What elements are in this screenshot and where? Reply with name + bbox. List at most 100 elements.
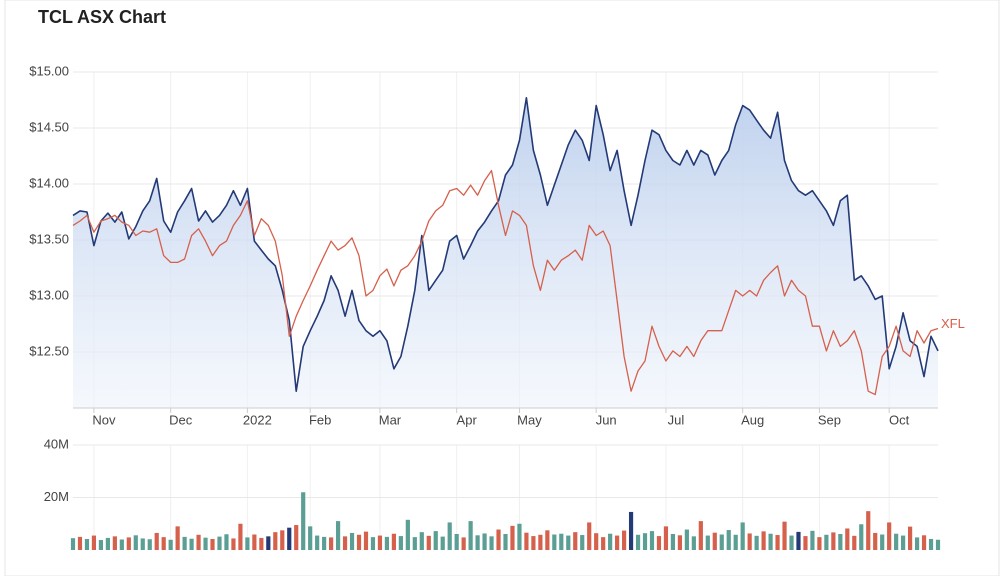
volume-bar bbox=[322, 536, 327, 550]
x-tick-label: Aug bbox=[741, 412, 764, 427]
volume-bar bbox=[831, 532, 836, 550]
volume-bar bbox=[175, 526, 180, 550]
volume-bar bbox=[649, 531, 655, 550]
x-tick-label: Jun bbox=[596, 412, 617, 427]
volume-bar bbox=[608, 533, 613, 550]
volume-bar bbox=[880, 534, 885, 550]
volume-bar bbox=[419, 532, 424, 550]
y-tick-label: $14.00 bbox=[29, 175, 69, 190]
volume-bar bbox=[112, 536, 117, 550]
volume-bar bbox=[301, 492, 306, 550]
volume-bar bbox=[559, 533, 564, 550]
volume-bar bbox=[147, 539, 152, 550]
volume-bar bbox=[656, 536, 662, 550]
volume-bar bbox=[503, 533, 508, 550]
volume-bar bbox=[817, 537, 822, 550]
volume-bar bbox=[245, 537, 250, 550]
x-tick-label: Nov bbox=[92, 412, 116, 427]
volume-bar bbox=[566, 535, 571, 550]
x-tick-label: Oct bbox=[889, 412, 910, 427]
volume-bar bbox=[126, 537, 131, 550]
volume-bar bbox=[182, 536, 187, 550]
chart-title: TCL ASX Chart bbox=[38, 7, 166, 27]
volume-bar bbox=[329, 537, 334, 550]
volume-bar bbox=[789, 535, 794, 550]
volume-bar bbox=[935, 539, 941, 550]
volume-bar bbox=[189, 538, 194, 550]
volume-bar bbox=[482, 533, 487, 550]
volume-bar bbox=[489, 536, 494, 550]
volume-bar bbox=[496, 529, 501, 550]
volume-bar bbox=[363, 531, 369, 550]
volume-bar bbox=[119, 539, 124, 550]
volume-bar bbox=[433, 531, 438, 550]
volume-bar bbox=[670, 533, 676, 550]
volume-bar bbox=[740, 522, 745, 550]
volume-bar bbox=[587, 522, 592, 550]
volume-bar bbox=[77, 536, 83, 550]
volume-bar bbox=[517, 523, 522, 550]
volume-bar bbox=[747, 533, 752, 550]
volume-bar bbox=[601, 537, 606, 550]
volume-bar bbox=[894, 533, 899, 550]
volume-bar bbox=[294, 525, 299, 550]
volume-bar bbox=[133, 535, 138, 550]
volume-bar bbox=[412, 537, 417, 550]
x-tick-label: Sep bbox=[818, 412, 841, 427]
volume-bar bbox=[370, 537, 376, 550]
volume-bar bbox=[859, 524, 864, 550]
volume-bar bbox=[335, 521, 341, 550]
volume-bar bbox=[677, 535, 682, 550]
volume-bar bbox=[852, 535, 857, 550]
volume-bar bbox=[468, 521, 473, 550]
volume-bar bbox=[210, 538, 215, 550]
y-tick-label: 20M bbox=[44, 489, 69, 504]
volume-bar bbox=[287, 527, 292, 550]
volume-bar bbox=[524, 532, 529, 550]
volume-bar bbox=[901, 535, 906, 550]
volume-bar bbox=[705, 535, 710, 550]
y-tick-label: $14.50 bbox=[29, 119, 69, 134]
x-tick-label: Dec bbox=[169, 412, 193, 427]
volume-bar bbox=[782, 521, 787, 550]
volume-bar bbox=[908, 526, 913, 550]
volume-bar bbox=[475, 535, 480, 550]
volume-bar bbox=[796, 531, 801, 550]
line bbox=[72, 97, 939, 392]
volume-bar bbox=[615, 535, 620, 550]
volume-bar bbox=[775, 535, 780, 550]
volume-bar bbox=[342, 536, 348, 550]
x-tick-label: Mar bbox=[379, 412, 402, 427]
volume-bar bbox=[803, 536, 808, 550]
volume-bar bbox=[810, 530, 815, 550]
volume-bar bbox=[642, 533, 648, 550]
volume-bar bbox=[440, 536, 445, 550]
volume-bar bbox=[538, 534, 543, 550]
volume-bar bbox=[168, 539, 173, 550]
volume-bar bbox=[768, 533, 773, 550]
volume-bar bbox=[384, 536, 390, 550]
volume-bar bbox=[914, 537, 920, 550]
volume-bar bbox=[105, 537, 110, 550]
volume-bar bbox=[391, 533, 396, 550]
volume-bar bbox=[573, 532, 578, 550]
volume-bar bbox=[426, 535, 431, 550]
volume-bar bbox=[873, 532, 878, 550]
volume-bar bbox=[545, 530, 550, 550]
volume-bar bbox=[531, 536, 536, 550]
volume-bar bbox=[719, 534, 724, 550]
x-tick-label: Feb bbox=[309, 412, 331, 427]
volume-bar bbox=[203, 537, 208, 550]
volume-bar bbox=[552, 534, 557, 550]
x-tick-label: May bbox=[517, 412, 542, 427]
volume-bar bbox=[698, 521, 703, 550]
volume-bar bbox=[635, 534, 641, 550]
volume-bar bbox=[866, 511, 871, 550]
volume-bar bbox=[91, 535, 97, 550]
volume-bar bbox=[594, 533, 599, 550]
y-tick-label: $13.00 bbox=[29, 287, 69, 302]
volume-bar bbox=[140, 538, 145, 550]
x-tick-label: Jul bbox=[668, 412, 685, 427]
volume-bar bbox=[154, 532, 159, 550]
volume-bar bbox=[684, 529, 689, 550]
